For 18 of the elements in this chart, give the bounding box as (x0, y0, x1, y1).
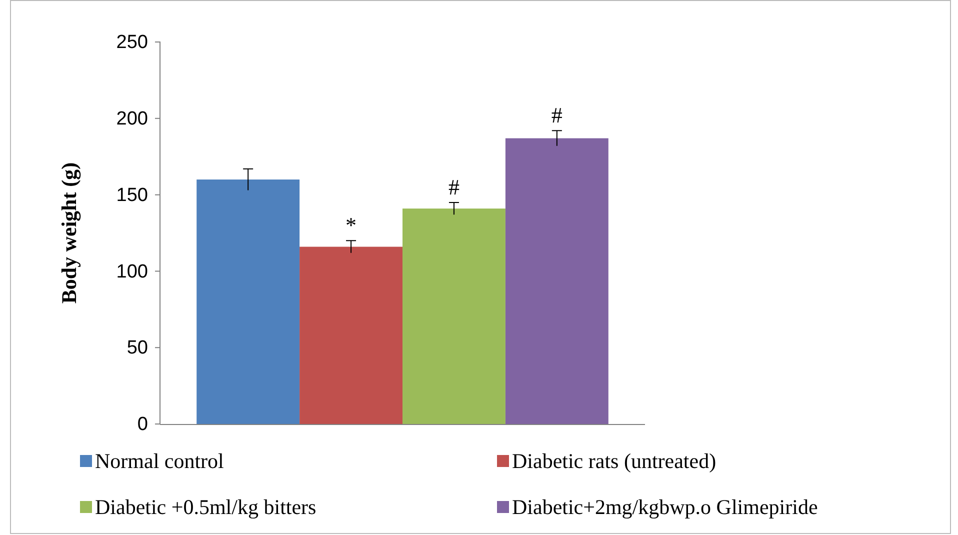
y-axis-title: Body weight (g) (57, 162, 81, 304)
y-tick-label: 250 (116, 32, 148, 54)
bar (196, 180, 300, 424)
y-tick-label: 150 (116, 184, 148, 206)
legend-label: Diabetic rats (untreated) (512, 449, 716, 473)
y-tick-label: 0 (137, 414, 148, 436)
legend-label: Diabetic+2mg/kgbwp.o Glimepiride (512, 495, 818, 519)
legend-label: Diabetic +0.5ml/kg bitters (95, 495, 316, 519)
bar (300, 246, 402, 424)
legend-label: Normal control (95, 449, 224, 473)
bar (402, 208, 506, 424)
annotation: # (551, 102, 562, 128)
y-tick-label: 50 (126, 338, 148, 359)
annotation: * (346, 212, 357, 238)
y-tick-label: 200 (116, 108, 148, 130)
y-tick-label: 100 (116, 261, 148, 282)
annotation: # (448, 174, 460, 200)
bar (505, 138, 608, 424)
